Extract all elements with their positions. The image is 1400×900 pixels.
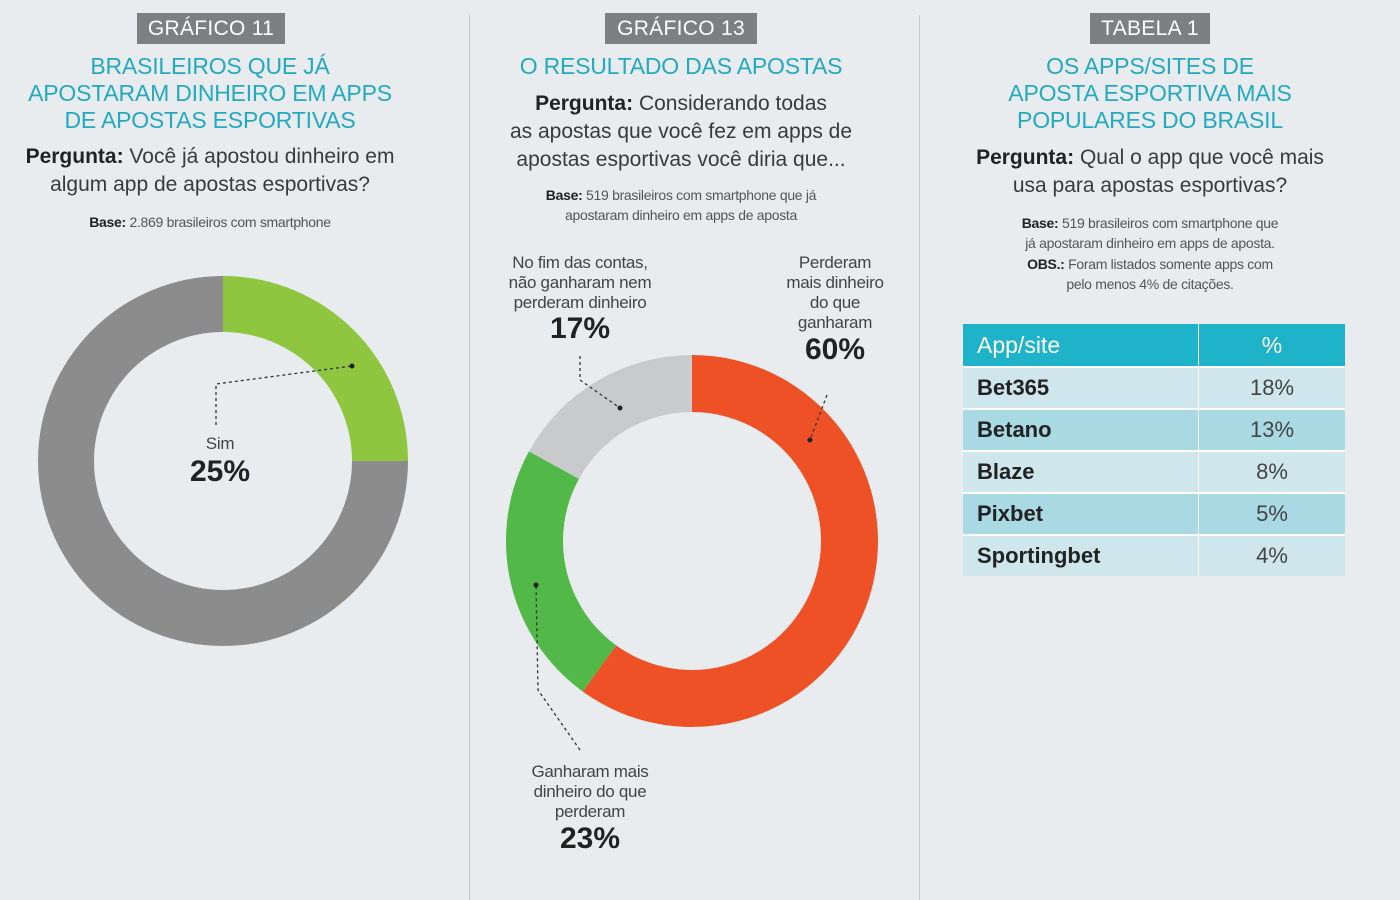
divider-left xyxy=(469,15,470,900)
cell-percent: 13% xyxy=(1198,408,1345,451)
chart-question: Pergunta: Considerando todas as apostas … xyxy=(470,90,892,174)
column-header-app: App/site xyxy=(963,324,1199,367)
question-text: Considerando todas as apostas que você f… xyxy=(509,92,853,171)
slice-label-nem: No fim das contas, não ganharam nem perd… xyxy=(508,253,652,312)
table-row: Betano 13% xyxy=(963,408,1345,451)
base-label: Base: xyxy=(545,187,583,203)
cell-percent: 8% xyxy=(1198,450,1345,493)
cell-percent: 4% xyxy=(1198,534,1345,576)
leader-line-perderam-dot xyxy=(807,437,813,443)
chart-base: Base: 519 brasileiros com smartphone que… xyxy=(470,185,892,225)
table-base: Base: 519 brasileiros com smartphone que… xyxy=(920,213,1380,253)
slice-label-perderam: Perderam mais dinheiro do que ganharam xyxy=(786,253,884,332)
cell-percent: 5% xyxy=(1198,492,1345,535)
question-text: Qual o app que você mais usa para aposta… xyxy=(1012,146,1324,197)
table-row: Sportingbet 4% xyxy=(963,534,1345,576)
cell-app: Sportingbet xyxy=(963,534,1199,576)
slice-value-nem: 17% xyxy=(549,312,611,345)
table-row: Bet365 18% xyxy=(963,366,1345,409)
donut-slice-sim xyxy=(223,276,408,461)
slice-value-perderam: 60% xyxy=(804,333,866,366)
cell-app: Betano xyxy=(963,408,1199,451)
slice-label-ganharam: Ganharam mais dinheiro do que perderam xyxy=(531,762,649,821)
chart-title: BRASILEIROS QUE JÁ APOSTARAM DINHEIRO EM… xyxy=(28,53,392,133)
leader-line-sim-dot xyxy=(349,363,355,369)
question-label: Pergunta: xyxy=(535,92,634,115)
cell-app: Blaze xyxy=(963,450,1199,493)
table-header-row: App/site % xyxy=(963,324,1345,367)
base-text: 519 brasileiros com smartphone que já ap… xyxy=(1025,215,1279,251)
obs-label: OBS.: xyxy=(1027,256,1065,272)
apps-table: App/site % Bet365 18% Betano 13% Blaze 8% P… xyxy=(963,324,1345,576)
base-label: Base: xyxy=(89,214,126,230)
table-row: Blaze 8% xyxy=(963,450,1345,493)
chart-panel-grafico-13: GRÁFICO 13 O RESULTADO DAS APOSTAS Pergu… xyxy=(470,0,920,900)
chart-tag: GRÁFICO 11 xyxy=(137,13,285,44)
table-title: OS APPS/SITES DE APOSTA ESPORTIVA MAIS P… xyxy=(1008,53,1292,133)
cell-app: Bet365 xyxy=(963,366,1199,409)
leader-line-ganharam-dot xyxy=(533,582,539,588)
slice-label-sim: Sim xyxy=(205,434,235,453)
leader-line-sim xyxy=(215,365,353,425)
base-label: Base: xyxy=(1021,215,1059,231)
obs-text: Foram listados somente apps com pelo men… xyxy=(1066,256,1273,292)
leader-line-perderam xyxy=(809,394,828,441)
chart-tag: GRÁFICO 13 xyxy=(605,13,757,44)
donut-chart-2 xyxy=(506,355,878,751)
base-text: 519 brasileiros com smartphone que já ap… xyxy=(564,187,817,223)
table-row: Pixbet 5% xyxy=(963,492,1345,535)
donut-chart-1 xyxy=(38,276,408,646)
table-question: Pergunta: Qual o app que você mais usa p… xyxy=(920,144,1380,200)
slice-value-ganharam: 23% xyxy=(559,822,621,855)
chart-base: Base: 2.869 brasileiros com smartphone xyxy=(0,212,420,232)
base-text: 2.869 brasileiros com smartphone xyxy=(129,214,331,230)
chart-panel-grafico-11: GRÁFICO 11 BRASILEIROS QUE JÁ APOSTARAM … xyxy=(0,0,440,900)
chart-question: Pergunta: Você já apostou dinheiro em al… xyxy=(0,143,420,199)
leader-line-nem-dot xyxy=(617,405,623,411)
question-label: Pergunta: xyxy=(976,146,1075,169)
divider-right xyxy=(919,15,920,900)
table-obs: OBS.: Foram listados somente apps com pe… xyxy=(920,254,1380,294)
donut-slice-ganharam xyxy=(506,451,617,692)
donut-slice-nem xyxy=(529,355,692,479)
cell-percent: 18% xyxy=(1198,366,1345,409)
question-label: Pergunta: xyxy=(25,145,124,168)
donut-slice-nao xyxy=(38,276,408,646)
column-header-percent: % xyxy=(1198,324,1345,367)
donut-slice-perderam xyxy=(582,355,878,727)
cell-app: Pixbet xyxy=(963,492,1199,535)
leader-line-ganharam xyxy=(535,584,581,751)
slice-value-sim: 25% xyxy=(189,455,251,488)
leader-line-nem xyxy=(579,356,621,409)
table-panel-tabela-1: TABELA 1 OS APPS/SITES DE APOSTA ESPORTI… xyxy=(920,0,1400,900)
table-tag: TABELA 1 xyxy=(1090,13,1210,44)
chart-title: O RESULTADO DAS APOSTAS xyxy=(519,53,843,79)
question-text: Você já apostou dinheiro em algum app de… xyxy=(50,145,395,196)
